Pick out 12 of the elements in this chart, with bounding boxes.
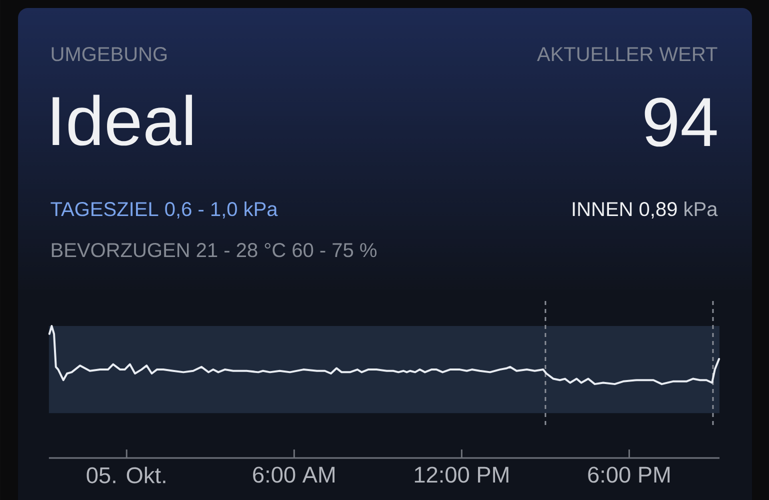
text: kPa <box>684 202 718 216</box>
text: AKTUELLER WERT <box>536 47 718 62</box>
text: Ideal <box>52 94 192 146</box>
text: TAGESZIEL 0,6 - 1,0 kPa <box>50 202 278 219</box>
text: UMGEBUNG <box>52 47 167 62</box>
x-tick-label: 12:00 PM <box>414 466 508 483</box>
x-tick-label: 6:00 AM <box>253 466 334 483</box>
text: INNEN 0,89 <box>572 202 677 219</box>
x-tick-label: 05. Okt. <box>86 466 166 484</box>
text: BEVORZUGEN 21 - 28 °C 60 - 75 % <box>52 243 377 258</box>
text: 94 <box>644 98 717 147</box>
x-tick-label: 6:00 PM <box>588 466 670 483</box>
